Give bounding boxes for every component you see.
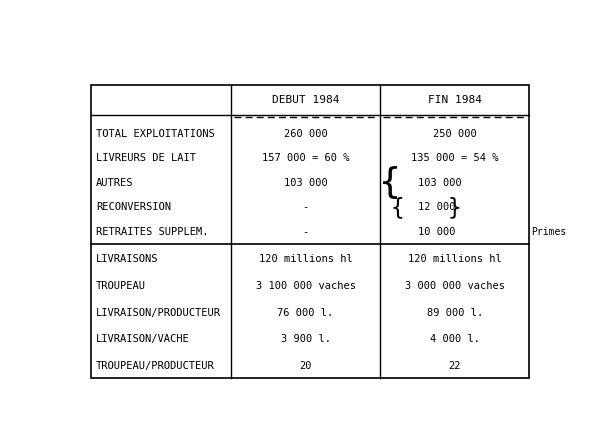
Text: RECONVERSION: RECONVERSION [96, 202, 171, 212]
Text: 103 000: 103 000 [284, 178, 327, 188]
Text: Primes: Primes [531, 227, 566, 237]
Text: LIVREURS DE LAIT: LIVREURS DE LAIT [96, 153, 196, 163]
Text: 3 100 000 vaches: 3 100 000 vaches [256, 281, 356, 291]
Text: 3 900 l.: 3 900 l. [281, 334, 330, 344]
Text: TOTAL EXPLOITATIONS: TOTAL EXPLOITATIONS [96, 129, 215, 139]
Text: 157 000 = 60 %: 157 000 = 60 % [262, 153, 349, 163]
Text: TROUPEAU/PRODUCTEUR: TROUPEAU/PRODUCTEUR [96, 361, 215, 371]
Text: LIVRAISON/PRODUCTEUR: LIVRAISON/PRODUCTEUR [96, 308, 221, 317]
Text: 135 000 = 54 %: 135 000 = 54 % [411, 153, 499, 163]
Text: 89 000 l.: 89 000 l. [427, 308, 483, 317]
Text: -: - [302, 202, 308, 212]
Text: AUTRES: AUTRES [96, 178, 133, 188]
Text: }: } [447, 196, 461, 219]
Text: TROUPEAU: TROUPEAU [96, 281, 146, 291]
Text: 260 000: 260 000 [284, 129, 327, 139]
Text: 4 000 l.: 4 000 l. [430, 334, 480, 344]
Text: RETRAITES SUPPLEM.: RETRAITES SUPPLEM. [96, 227, 208, 237]
Bar [92, 85, 529, 378]
Text: 12 000: 12 000 [418, 202, 455, 212]
Text: {: { [390, 196, 404, 219]
Text: {: { [379, 166, 401, 200]
Text: 3 000 000 vaches: 3 000 000 vaches [405, 281, 505, 291]
Text: LIVRAISONS: LIVRAISONS [96, 254, 158, 264]
Text: 76 000 l.: 76 000 l. [278, 308, 334, 317]
Text: FIN 1984: FIN 1984 [428, 95, 482, 105]
Text: 22: 22 [448, 361, 461, 371]
Text: 120 millions hl: 120 millions hl [259, 254, 353, 264]
Text: -: - [302, 227, 308, 237]
Text: 250 000: 250 000 [433, 129, 476, 139]
Text: 10 000: 10 000 [418, 227, 455, 237]
Text: DEBUT 1984: DEBUT 1984 [271, 95, 339, 105]
Text: 120 millions hl: 120 millions hl [408, 254, 502, 264]
Text: 20: 20 [299, 361, 312, 371]
Text: 103 000: 103 000 [418, 178, 461, 188]
Text: LIVRAISON/VACHE: LIVRAISON/VACHE [96, 334, 190, 344]
